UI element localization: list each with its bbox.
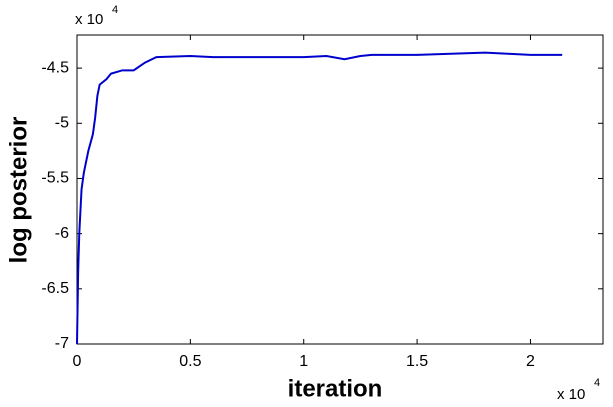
x-tick-label: 2 bbox=[526, 353, 535, 370]
data-line bbox=[76, 51, 563, 345]
x-scale-exponent: 4 bbox=[594, 377, 600, 389]
x-tick-label: 1.5 bbox=[406, 353, 428, 370]
x-tick-label: 0 bbox=[73, 353, 82, 370]
x-scale-text: x 10 bbox=[557, 386, 585, 403]
x-tick-label: 0.5 bbox=[179, 353, 201, 370]
x-axis-label: iteration bbox=[288, 375, 383, 402]
y-scale-text: x 10 bbox=[75, 11, 103, 28]
y-tick-label: -7 bbox=[55, 335, 69, 352]
x-tick-label: 1 bbox=[299, 353, 308, 370]
y-tick-label: -5.5 bbox=[41, 170, 69, 187]
axes-box bbox=[76, 34, 604, 345]
y-tick-label: -4.5 bbox=[41, 59, 69, 76]
y-scale-exponent: 4 bbox=[112, 4, 118, 16]
y-tick-label: -5 bbox=[55, 115, 69, 132]
y-tick-label: -6 bbox=[55, 225, 69, 242]
y-axis-label: log posterior bbox=[5, 117, 32, 264]
y-tick-label: -6.5 bbox=[41, 280, 69, 297]
